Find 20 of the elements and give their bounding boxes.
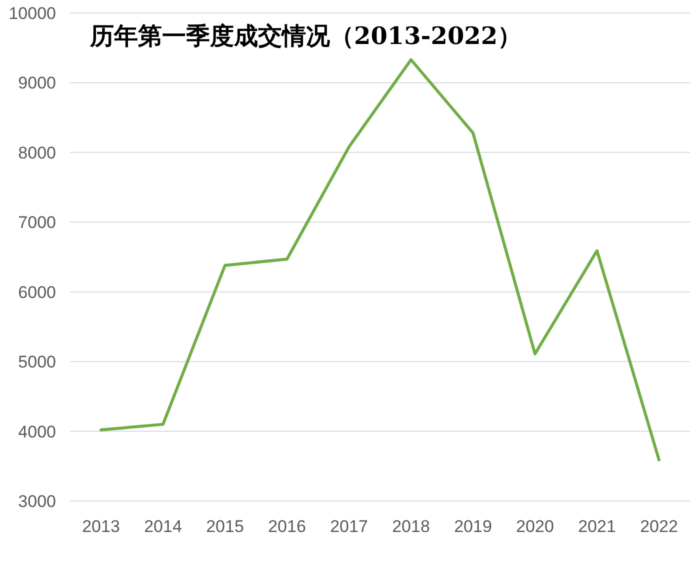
x-tick-label: 2018 bbox=[392, 517, 430, 536]
x-tick-label: 2015 bbox=[206, 517, 244, 536]
chart-title: 历年第一季度成交情况（2013-2022） bbox=[89, 21, 522, 50]
x-tick-label: 2020 bbox=[516, 517, 554, 536]
y-tick-label: 9000 bbox=[18, 74, 56, 93]
y-tick-label: 5000 bbox=[18, 352, 56, 372]
y-tick-label: 10000 bbox=[8, 4, 56, 23]
y-tick-label: 6000 bbox=[18, 282, 56, 302]
y-tick-label: 4000 bbox=[18, 422, 56, 442]
x-tick-label: 2013 bbox=[82, 517, 120, 536]
x-tick-label: 2022 bbox=[640, 517, 678, 536]
x-tick-label: 2014 bbox=[144, 517, 182, 536]
x-tick-label: 2019 bbox=[454, 517, 492, 536]
y-tick-label: 7000 bbox=[18, 213, 56, 232]
x-tick-label: 2017 bbox=[330, 517, 368, 536]
x-tick-label: 2016 bbox=[268, 517, 306, 536]
y-tick-label: 3000 bbox=[18, 492, 56, 511]
x-tick-label: 2021 bbox=[578, 517, 616, 536]
line-series bbox=[100, 58, 660, 462]
y-tick-label: 8000 bbox=[18, 143, 56, 162]
